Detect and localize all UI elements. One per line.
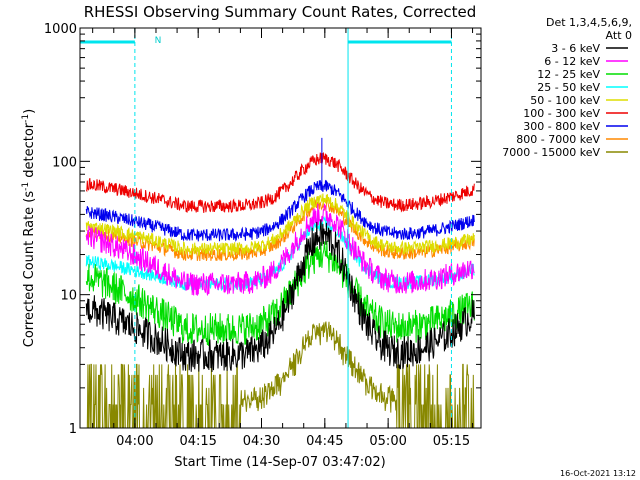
y-label-sup2: -1 (21, 114, 31, 123)
series-line-7 (85, 198, 475, 262)
legend-label-0: 3 - 6 keV (551, 42, 600, 55)
chart-title: RHESSI Observing Summary Count Rates, Co… (84, 3, 477, 21)
legend-label-4: 50 - 100 keV (530, 94, 600, 107)
x-tick-label-1: 04:15 (179, 434, 216, 449)
axes: 1 10 100 1000 04:00 04:15 04:30 04:45 05:00 05:15 (44, 22, 481, 449)
y-tick-label-0: 1 (69, 422, 77, 437)
y-label-mid: detector (22, 122, 37, 182)
y-label-main: Corrected Count Rate (s (22, 191, 37, 348)
series-line-1 (85, 203, 475, 297)
x-tick-label-3: 04:45 (306, 434, 343, 449)
y-label-end: ) (22, 109, 37, 114)
series-line-2 (85, 240, 475, 346)
legend-label-6: 300 - 800 keV (523, 120, 600, 133)
x-tick-label-0: 04:00 (116, 434, 153, 449)
y-tick-label-1: 10 (60, 289, 77, 304)
legend-label-7: 800 - 7000 keV (516, 133, 600, 146)
legend-label-3: 25 - 50 keV (537, 81, 600, 94)
legend-label-5: 100 - 300 keV (523, 107, 600, 120)
plot-frame (79, 27, 482, 429)
x-tick-label-4: 05:00 (369, 434, 406, 449)
x-axis-label: Start Time (14-Sep-07 03:47:02) (174, 455, 385, 470)
series-line-0 (85, 219, 475, 373)
x-tick-label-5: 05:15 (433, 434, 470, 449)
legend-header-line1: Det 1,3,4,5,6,9, (546, 16, 632, 29)
night-marker: N (155, 36, 162, 46)
legend-label-1: 6 - 12 keV (544, 55, 600, 68)
series-line-5 (85, 152, 475, 214)
legend-label-8: 7000 - 15000 keV (502, 146, 600, 159)
series-line-8 (86, 321, 475, 429)
y-tick-label-3: 1000 (44, 22, 77, 37)
y-label-sup1: -1 (21, 182, 31, 191)
legend-label-2: 12 - 25 keV (537, 68, 600, 81)
x-tick-label-2: 04:30 (243, 434, 280, 449)
y-tick-label-2: 100 (52, 155, 77, 170)
timestamp: 16-Oct-2021 13:12 (560, 469, 636, 478)
series-line-4 (85, 193, 475, 257)
plot-area (80, 28, 475, 429)
series-line-6 (85, 179, 475, 243)
y-axis-label: Corrected Count Rate (s-1 detector-1) (21, 109, 37, 347)
legend-header-line2: Att 0 (606, 29, 632, 42)
